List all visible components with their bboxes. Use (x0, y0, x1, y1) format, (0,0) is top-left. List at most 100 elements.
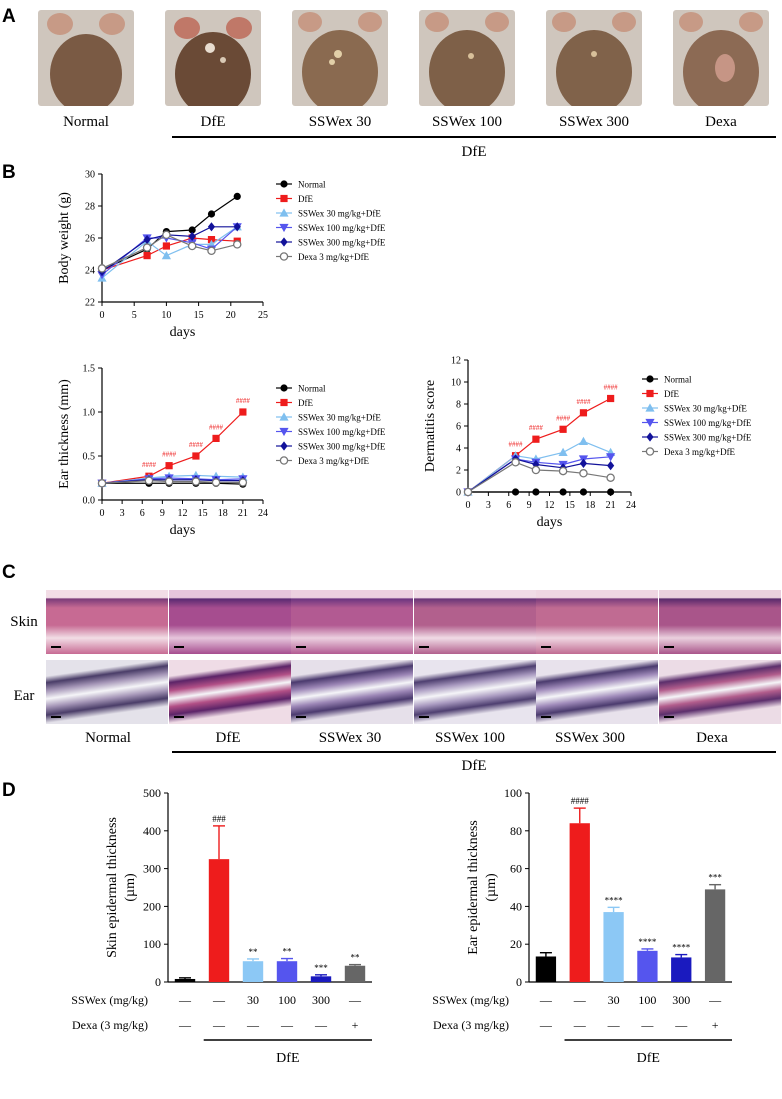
data-point (207, 246, 216, 256)
scale-bar (664, 716, 674, 718)
data-point (162, 242, 170, 250)
x-tick-label: 0 (100, 310, 105, 321)
y-tick-label: 40 (510, 899, 522, 913)
scale-bar (664, 646, 674, 648)
sswex-dose-label: 300 (672, 993, 690, 1007)
y-tick-label: 6 (456, 422, 461, 433)
significance-mark: **** (672, 943, 691, 953)
y-axis-label: Ear thickness (mm) (57, 379, 72, 489)
group-label: SSWex 300 (554, 730, 626, 746)
y-tick-label: 200 (143, 899, 161, 913)
series-line (467, 461, 611, 493)
significance-mark: #### (189, 441, 204, 449)
data-point (607, 394, 615, 403)
x-tick-label: 6 (140, 508, 145, 519)
x-tick-label: 6 (506, 500, 511, 511)
bar (208, 859, 230, 982)
legend-label: SSWex 100 mg/kg+DfE (298, 223, 386, 233)
group-label: Dexa (696, 730, 728, 746)
x-axis-label: days (170, 523, 196, 538)
histology-image (291, 660, 413, 724)
scale-bar (51, 646, 61, 648)
x-tick-label: 0 (100, 508, 105, 519)
legend-label: SSWex 300 mg/kg+DfE (298, 238, 386, 248)
significance-mark: #### (571, 796, 590, 806)
y-tick-label: 0 (155, 975, 161, 989)
data-point (233, 192, 241, 200)
legend-label: Normal (298, 180, 326, 190)
data-point (233, 222, 241, 232)
y-axis-label: Body weight (g) (57, 192, 72, 284)
significance-mark: #### (556, 414, 571, 422)
sswex-dose-label: 100 (638, 993, 656, 1007)
data-point (279, 412, 289, 421)
y-tick-label: 20 (510, 937, 522, 951)
row-label-ear: Ear (13, 688, 35, 704)
data-point (511, 488, 520, 496)
y-tick-label: 100 (143, 937, 161, 951)
data-point (646, 389, 654, 398)
x-tick-label: 18 (218, 508, 228, 519)
group-label: SSWex 300 (558, 114, 630, 130)
data-point (558, 447, 568, 456)
sswex-dose-label: 100 (278, 993, 296, 1007)
significance-mark: *** (314, 963, 328, 973)
scale-bar (419, 646, 429, 648)
y-axis-label: (µm) (123, 873, 138, 902)
y-tick-label: 22 (85, 298, 95, 309)
x-tick-label: 21 (606, 500, 616, 511)
dfe-bracket-line (172, 751, 776, 753)
data-point (559, 425, 567, 433)
data-point (164, 477, 174, 486)
dfe-bracket-label: DfE (637, 1051, 660, 1066)
data-point (532, 488, 540, 496)
dexa-label: — (314, 1018, 328, 1032)
skin-epidermal-chart: 0 100 200 300 400 500 Skin epidermal thickness… (71, 786, 372, 1066)
series-line (467, 440, 611, 493)
series-line (101, 226, 238, 273)
scale-bar (51, 716, 61, 718)
x-tick-label: 3 (120, 508, 125, 519)
mouse-photo-image (38, 10, 134, 106)
dexa-label: + (712, 1018, 719, 1032)
scale-bar (419, 716, 429, 718)
y-tick-label: 8 (456, 400, 461, 411)
x-tick-label: 5 (132, 310, 137, 321)
histology-image (169, 590, 291, 654)
data-point (188, 231, 196, 241)
bar (242, 961, 264, 982)
group-label: Normal (63, 114, 109, 130)
x-tick-label: 12 (178, 508, 188, 519)
significance-mark: **** (638, 937, 657, 947)
significance-mark: #### (529, 424, 544, 432)
y-tick-label: 300 (143, 862, 161, 876)
x-tick-label: 20 (226, 310, 236, 321)
y-tick-label: 0 (516, 975, 522, 989)
scale-bar (174, 646, 184, 648)
data-point (280, 384, 288, 392)
x-tick-label: 24 (626, 500, 636, 511)
series-line (101, 480, 243, 484)
y-axis-label: Dermatitis score (423, 380, 438, 472)
x-tick-label: 12 (545, 500, 555, 511)
bar (671, 957, 692, 982)
group-label: SSWex 30 (308, 114, 372, 130)
y-tick-label: 500 (143, 786, 161, 800)
row-label: SSWex (mg/kg) (71, 993, 148, 1007)
mouse-photo-dexa (673, 10, 769, 106)
bar (704, 889, 726, 982)
y-tick-label: 100 (504, 786, 522, 800)
data-point (207, 210, 216, 218)
data-point (579, 469, 588, 478)
data-point (143, 252, 151, 260)
data-point (188, 226, 196, 234)
sswex-dose-label: — (573, 993, 587, 1007)
legend-label: Dexa 3 mg/kg+DfE (664, 447, 736, 457)
panel-label-b: B (2, 162, 16, 183)
x-tick-label: 15 (194, 310, 204, 321)
sswex-dose-label: 300 (312, 993, 330, 1007)
panel-label-d: D (2, 780, 16, 801)
significance-mark: *** (708, 873, 722, 883)
data-point (192, 452, 200, 460)
bar (603, 912, 624, 982)
